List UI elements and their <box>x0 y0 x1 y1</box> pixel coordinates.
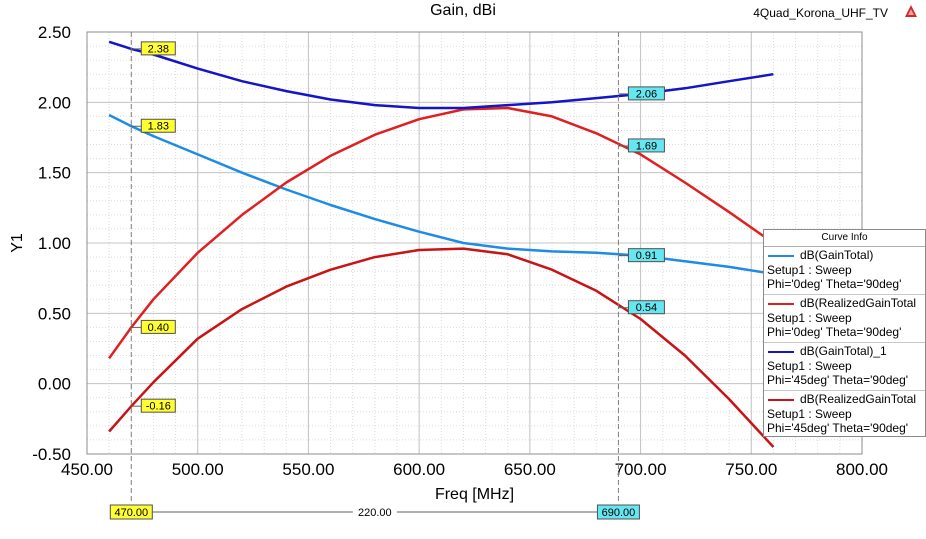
series-line-3 <box>108 247 775 448</box>
legend-entry-gain-phi45[interactable]: dB(GainTotal)_1 Setup1 : Sweep Phi='45de… <box>764 343 925 391</box>
x-tick-label: 750.00 <box>725 460 777 479</box>
marker-label-value: 0.91 <box>636 250 657 262</box>
marker-x-value: 470.00 <box>114 507 148 519</box>
legend-entry-setup: Setup1 : Sweep <box>767 263 852 277</box>
marker-label-box <box>627 86 665 101</box>
chart-title: Gain, dBi <box>430 2 496 19</box>
x-axis-label: Freq [MHz] <box>435 486 514 503</box>
x-tick-label: 650.00 <box>504 460 556 479</box>
legend-swatch <box>768 303 794 305</box>
y-tick-label: 1.00 <box>38 234 71 253</box>
y-tick-label: 0.50 <box>38 304 71 323</box>
marker-label-value: -0.16 <box>146 401 171 413</box>
legend-entry-realized-phi45[interactable]: dB(RealizedGainTotal Setup1 : Sweep Phi=… <box>764 391 925 438</box>
legend-entry-params: Phi='45deg' Theta='90deg' <box>767 421 909 435</box>
legend-entry-name: dB(GainTotal)_1 <box>800 344 887 358</box>
x-tick-label: 500.00 <box>172 460 224 479</box>
marker-label-box <box>627 138 665 153</box>
y-tick-label: -0.50 <box>32 445 71 464</box>
legend-entry-params: Phi='45deg' Theta='90deg' <box>767 373 909 387</box>
ansys-logo-icon <box>905 5 917 17</box>
legend-entry-setup: Setup1 : Sweep <box>767 311 852 325</box>
legend-swatch <box>768 255 794 257</box>
marker-label-value: 0.40 <box>148 322 169 334</box>
marker-label-value: 0.54 <box>636 302 657 314</box>
legend-entry-name: dB(RealizedGainTotal <box>800 296 917 310</box>
marker-label-box <box>140 319 176 334</box>
x-tick-label: 550.00 <box>282 460 334 479</box>
marker-label-box <box>140 118 176 133</box>
marker-label-value: 1.83 <box>148 121 169 133</box>
legend-title: Curve Info <box>764 230 925 247</box>
legend-entry-gain-phi0[interactable]: dB(GainTotal) Setup1 : Sweep Phi='0deg' … <box>764 247 925 295</box>
delta-label-bg <box>352 505 397 519</box>
series-line-1 <box>108 106 775 360</box>
legend-entry-name: dB(GainTotal) <box>800 248 874 262</box>
x-tick-label: 600.00 <box>393 460 445 479</box>
marker-x-box <box>109 504 153 520</box>
x-tick-label: 450.00 <box>61 460 113 479</box>
legend-swatch <box>768 399 794 401</box>
project-name: 4Quad_Korona_UHF_TV <box>753 6 888 20</box>
marker-label-box <box>627 300 665 315</box>
delta-label: 220.00 <box>358 507 392 519</box>
marker-label-box <box>140 41 176 56</box>
y-tick-label: 1.50 <box>38 164 71 183</box>
y-tick-label: 2.50 <box>38 23 71 42</box>
y-tick-label: 2.00 <box>38 93 71 112</box>
y-tick-label: 0.00 <box>38 375 71 394</box>
legend-entry-setup: Setup1 : Sweep <box>767 359 852 373</box>
marker-label-value: 2.06 <box>636 88 657 100</box>
curve-info-legend[interactable]: Curve Info dB(GainTotal) Setup1 : Sweep … <box>763 229 926 437</box>
y-axis-label: Y1 <box>9 233 26 253</box>
x-tick-label: 700.00 <box>615 460 667 479</box>
legend-swatch <box>768 351 794 353</box>
legend-entry-setup: Setup1 : Sweep <box>767 407 852 421</box>
marker-label-value: 2.38 <box>148 43 169 55</box>
marker-label-box <box>140 398 176 413</box>
legend-entry-name: dB(RealizedGainTotal <box>800 392 917 406</box>
marker-label-box <box>627 248 665 263</box>
marker-label-value: 1.69 <box>636 140 657 152</box>
marker-x-value: 690.00 <box>602 507 636 519</box>
legend-entry-params: Phi='0deg' Theta='90deg' <box>767 325 902 339</box>
legend-entry-params: Phi='0deg' Theta='90deg' <box>767 277 902 291</box>
legend-entry-realized-phi0[interactable]: dB(RealizedGainTotal Setup1 : Sweep Phi=… <box>764 295 925 343</box>
x-tick-label: 800.00 <box>836 460 888 479</box>
